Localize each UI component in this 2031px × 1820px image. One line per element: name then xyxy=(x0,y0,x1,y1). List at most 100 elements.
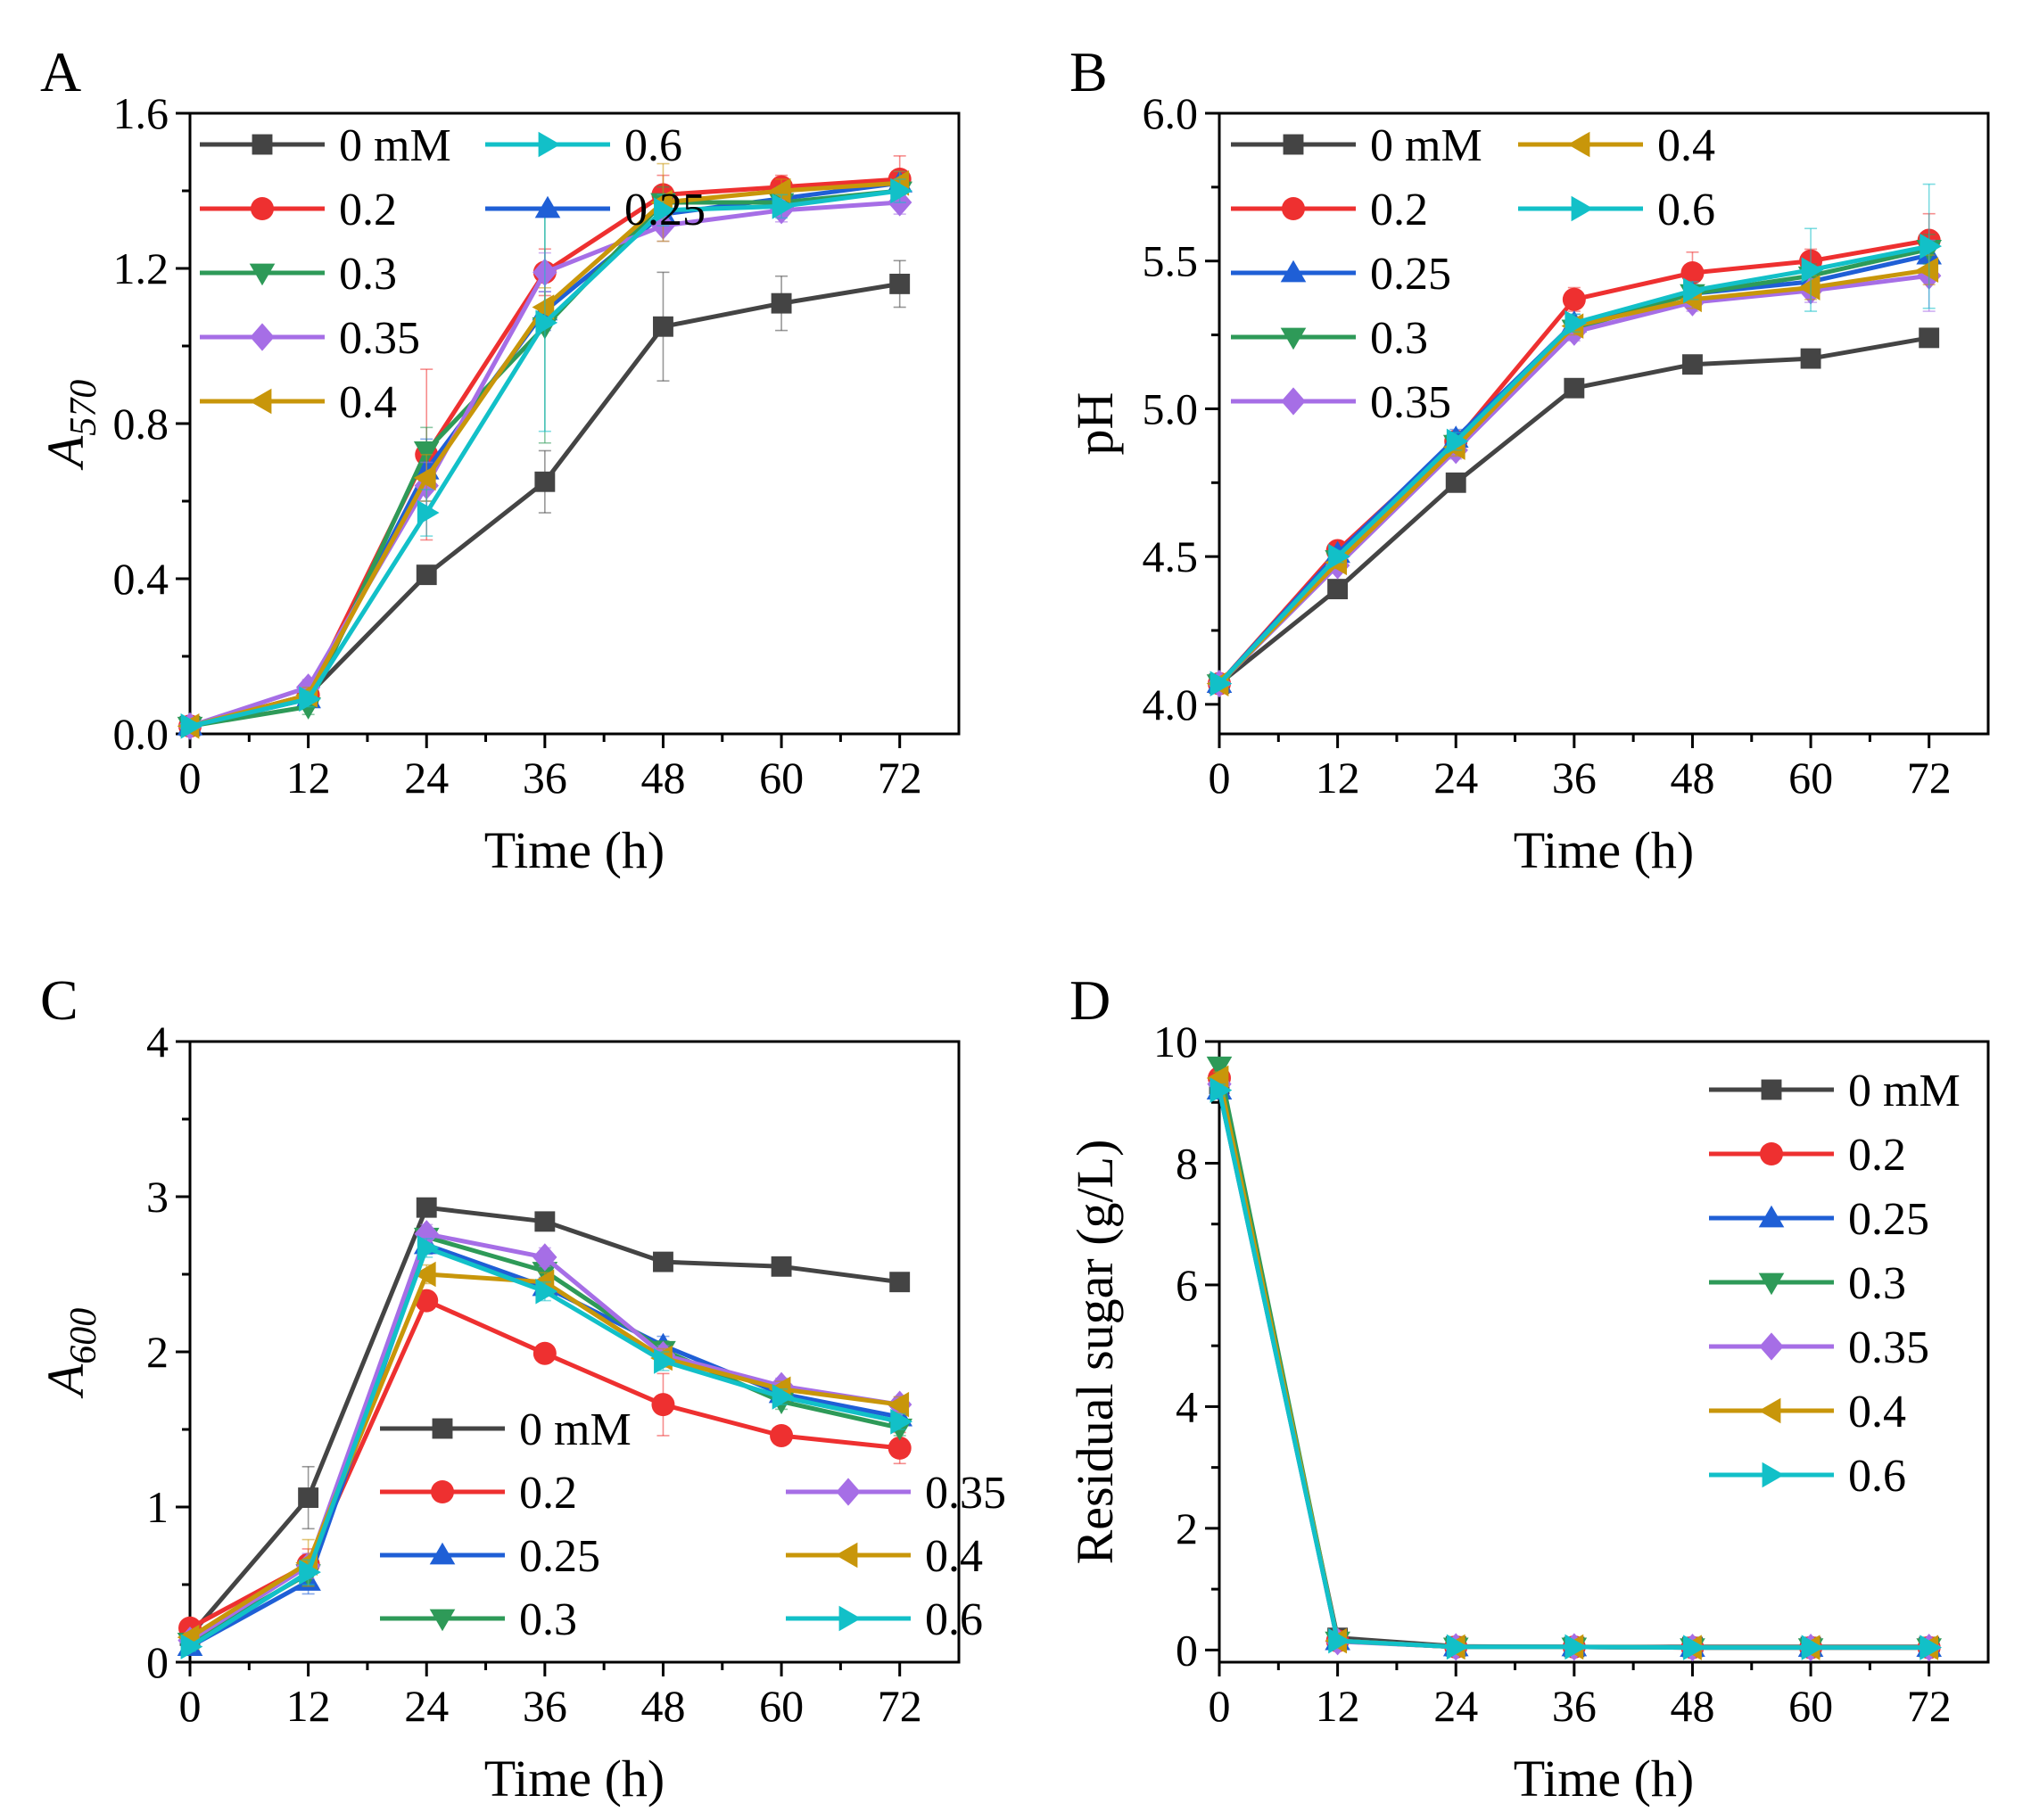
legend-item: 0.35 xyxy=(786,1468,1006,1519)
x-axis-title: Time (h) xyxy=(1514,1750,1695,1808)
data-point xyxy=(1680,260,1705,284)
series-0.6 xyxy=(1210,183,1942,696)
legend-item: 0.25 xyxy=(380,1531,600,1582)
data-point xyxy=(1206,1056,1233,1079)
y-axis-title: Residual sugar (g/L) xyxy=(1066,1140,1124,1565)
y-tick-label: 2 xyxy=(146,1327,169,1377)
y-axis: 0.0 0.4 0.8 1.2 1.6 A570 xyxy=(37,88,190,759)
series-0.6 xyxy=(180,1235,912,1659)
data-point xyxy=(1210,671,1233,696)
legend-item: 0.25 xyxy=(485,185,706,235)
y-tick-label: 8 xyxy=(1176,1138,1198,1188)
legend-label: 0 mM xyxy=(339,120,451,171)
panel-label: A xyxy=(40,40,81,103)
data-point xyxy=(534,471,556,492)
x-tick-label: 12 xyxy=(286,1681,331,1731)
legend-label: 0.35 xyxy=(339,313,420,364)
data-point xyxy=(772,1384,795,1410)
legend-item: 0.25 xyxy=(1709,1194,1929,1245)
series-0-mM xyxy=(1209,1074,1940,1658)
y-tick-label: 5.0 xyxy=(1143,383,1199,433)
data-point xyxy=(298,1487,319,1508)
x-axis: 0 12 24 36 48 60 72 Time (h) xyxy=(1209,1662,1952,1808)
y-tick-label: 5.5 xyxy=(1143,236,1199,286)
y-tick-label: 0 xyxy=(146,1637,169,1687)
legend-marker xyxy=(1281,387,1306,416)
legend-item: 0.3 xyxy=(1231,313,1428,364)
legend-marker xyxy=(252,134,273,155)
data-point xyxy=(768,177,791,204)
legend: 0 mM 0.4 0.2 0.6 0.25 0.3 0.35 xyxy=(1231,120,1715,428)
legend: 0 mM 0.2 0.25 0.3 0.35 0.4 0.6 xyxy=(1709,1066,1961,1502)
data-point xyxy=(533,1243,557,1272)
legend-marker xyxy=(1758,1205,1785,1228)
y-tick-label: 3 xyxy=(146,1172,169,1222)
legend-marker xyxy=(1761,1079,1782,1100)
legend-marker xyxy=(429,1609,456,1632)
y-tick-label: 0 xyxy=(1176,1625,1198,1675)
panel-label: C xyxy=(40,968,78,1032)
data-point xyxy=(299,686,321,712)
legend-marker xyxy=(1283,134,1304,155)
data-point xyxy=(413,465,436,491)
data-point xyxy=(654,1348,676,1374)
legend-label: 0 mM xyxy=(519,1404,632,1455)
y-axis-title: A570 xyxy=(37,380,104,471)
x-tick-label: 72 xyxy=(1907,753,1952,803)
x-tick-label: 24 xyxy=(1433,753,1478,803)
x-tick-label: 72 xyxy=(878,1681,922,1731)
legend-marker xyxy=(431,1480,454,1503)
legend-marker xyxy=(1759,1332,1784,1361)
legend-label: 0.3 xyxy=(1848,1258,1906,1309)
data-point xyxy=(771,292,792,314)
x-axis: 0 12 24 36 48 60 72 Time (h) xyxy=(179,734,922,879)
series-0.3 xyxy=(1206,1056,1942,1660)
legend-item: 0.2 xyxy=(200,185,397,235)
data-point xyxy=(1801,257,1824,283)
legend-item: 0 mM xyxy=(1709,1066,1961,1116)
legend-marker xyxy=(1280,259,1307,283)
legend-item: 0 mM xyxy=(1231,120,1482,171)
data-point xyxy=(651,1393,675,1417)
series-line xyxy=(1217,1083,1929,1650)
data-point xyxy=(1683,1635,1705,1660)
legend-label: 0.35 xyxy=(1370,377,1451,428)
data-point xyxy=(534,1211,556,1232)
data-point xyxy=(1920,233,1942,259)
data-point xyxy=(1916,257,1939,283)
data-point xyxy=(887,1391,910,1418)
legend-marker xyxy=(250,323,275,351)
legend-item: 0.6 xyxy=(485,120,682,171)
series-line xyxy=(1217,1090,1929,1651)
data-point xyxy=(416,564,437,586)
legend-item: 0.25 xyxy=(1231,249,1451,300)
data-point xyxy=(889,273,911,294)
x-tick-label: 12 xyxy=(1316,753,1360,803)
series-0.25 xyxy=(1206,1077,1942,1658)
series-0.6 xyxy=(180,177,912,739)
legend-marker xyxy=(1282,197,1305,220)
y-tick-label: 4 xyxy=(1176,1381,1198,1431)
series-0.6 xyxy=(1210,1077,1942,1660)
panel-a: A 0 12 24 36 48 60 72 Time (h) 0.0 0.4 0.8 1.2 1.6 A57… xyxy=(37,40,961,879)
panel-label: D xyxy=(1069,968,1110,1032)
y-axis: 0 2 4 6 8 10 Residual sugar (g/L) xyxy=(1066,1017,1219,1675)
x-tick-label: 12 xyxy=(1316,1681,1360,1731)
legend-label: 0.4 xyxy=(1848,1387,1906,1437)
data-point xyxy=(1682,354,1703,375)
legend-item: 0.2 xyxy=(1231,185,1428,235)
y-tick-label: 0.4 xyxy=(113,554,169,604)
legend-item: 0 mM xyxy=(200,120,451,171)
y-axis-title: pH xyxy=(1066,392,1124,456)
data-point xyxy=(1683,277,1705,304)
y-axis: 0 1 2 3 4 A600 xyxy=(37,1017,190,1687)
legend-label: 0.4 xyxy=(339,377,397,428)
legend-item: 0.35 xyxy=(200,313,420,364)
legend-marker xyxy=(249,263,276,286)
legend-item: 0.3 xyxy=(380,1594,577,1645)
data-point xyxy=(535,309,558,336)
x-tick-label: 60 xyxy=(1788,753,1833,803)
data-point xyxy=(180,713,203,739)
